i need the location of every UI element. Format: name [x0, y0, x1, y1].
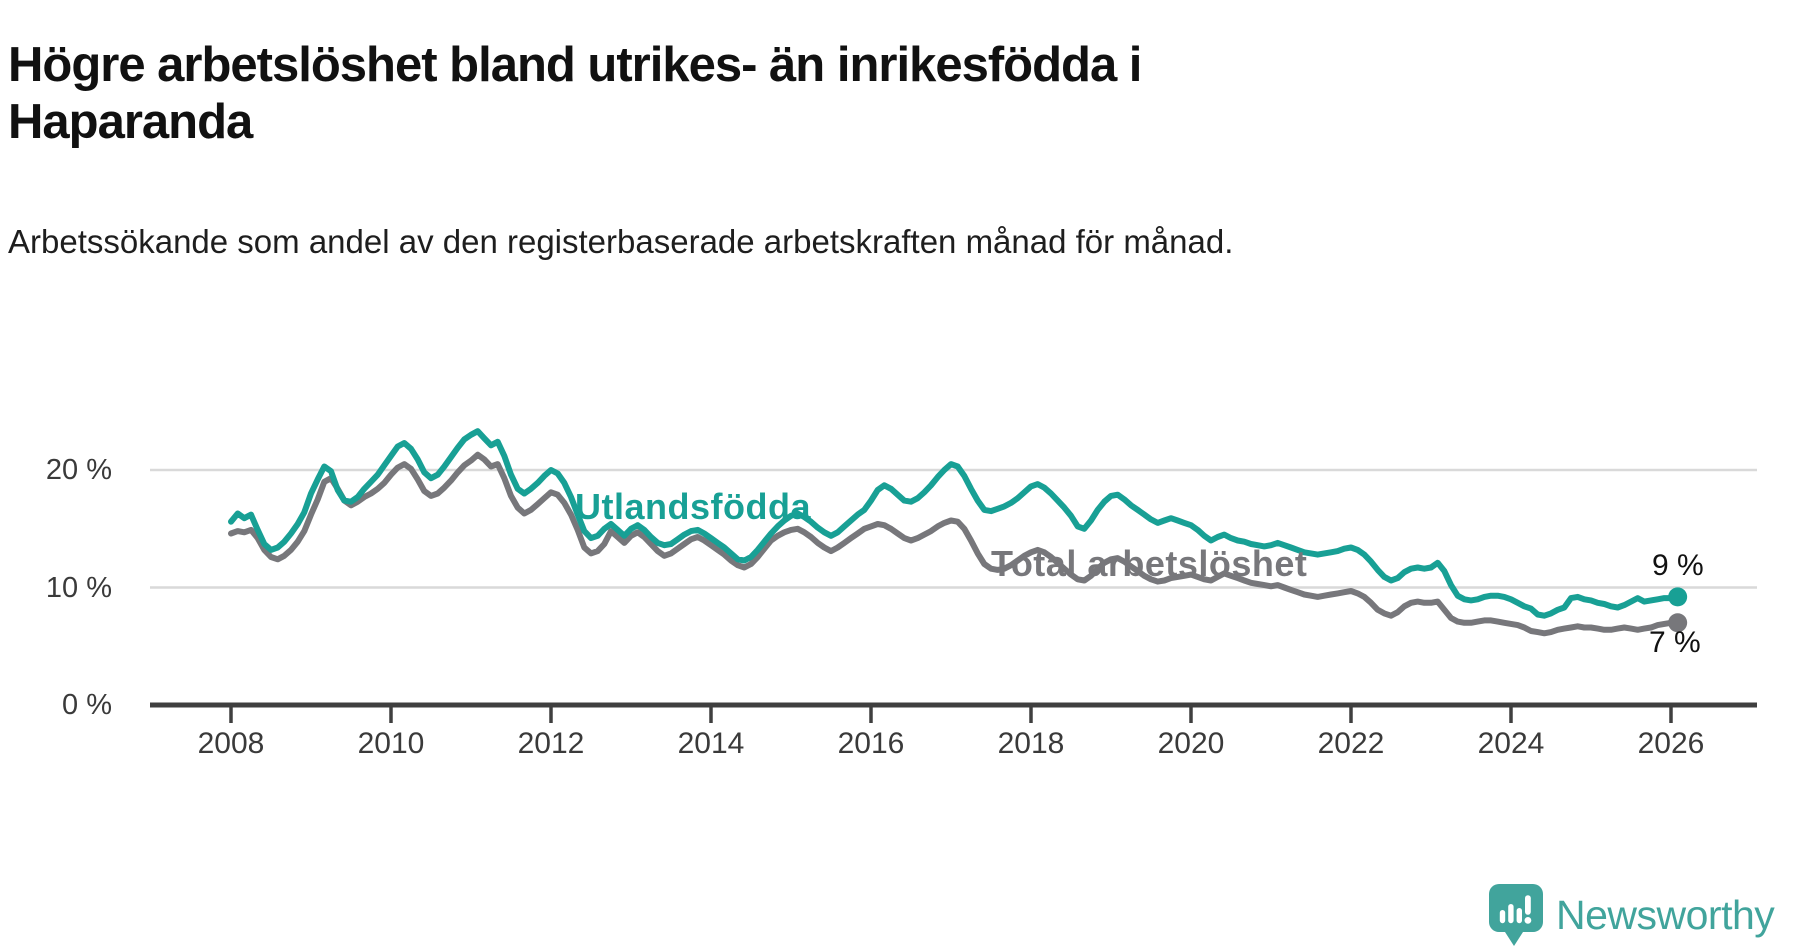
x-tick-label-2024: 2024: [1477, 727, 1545, 760]
series-label-utlandsfodda: Utlandsfödda: [575, 486, 811, 527]
y-tick-label-0: 0 %: [62, 689, 112, 721]
x-tick-label-2008: 2008: [197, 727, 265, 760]
line-Utlandsfödda: [228, 428, 1681, 619]
y-tick-label-10: 10 %: [45, 571, 112, 604]
x-tick-label-2020: 2020: [1157, 727, 1225, 760]
chart-subtitle: Arbetssökande som andel av den registerb…: [8, 223, 1234, 260]
line-Total arbetslöshet: [228, 451, 1681, 637]
x-tick-label-2018: 2018: [997, 727, 1065, 760]
end-dot-Total arbetslöshet: [1668, 613, 1688, 633]
x-tick-label-2026: 2026: [1637, 727, 1705, 760]
end-dot-Utlandsfödda: [1668, 587, 1688, 607]
x-tick-label-2022: 2022: [1317, 727, 1385, 760]
end-value-label-total: 7 %: [1649, 626, 1701, 659]
x-tick-label-2012: 2012: [517, 727, 585, 760]
newsworthy-wordmark: Newsworthy: [1556, 892, 1775, 938]
x-tick-label-2016: 2016: [837, 727, 905, 760]
newsworthy-speech-bubble-chart-icon: [1489, 884, 1543, 946]
newsworthy-logo: Newsworthy: [1489, 884, 1775, 946]
x-tick-label-2014: 2014: [677, 727, 745, 760]
x-tick-label-2010: 2010: [357, 727, 425, 760]
page-title: Högre arbetslöshet bland utrikes- än inr…: [8, 37, 1142, 150]
y-tick-label-20: 20 %: [45, 454, 112, 486]
series-label-total-arbetsloshet: Total arbetslöshet: [991, 543, 1308, 584]
end-value-label-utlandsfodda: 9 %: [1652, 549, 1704, 582]
